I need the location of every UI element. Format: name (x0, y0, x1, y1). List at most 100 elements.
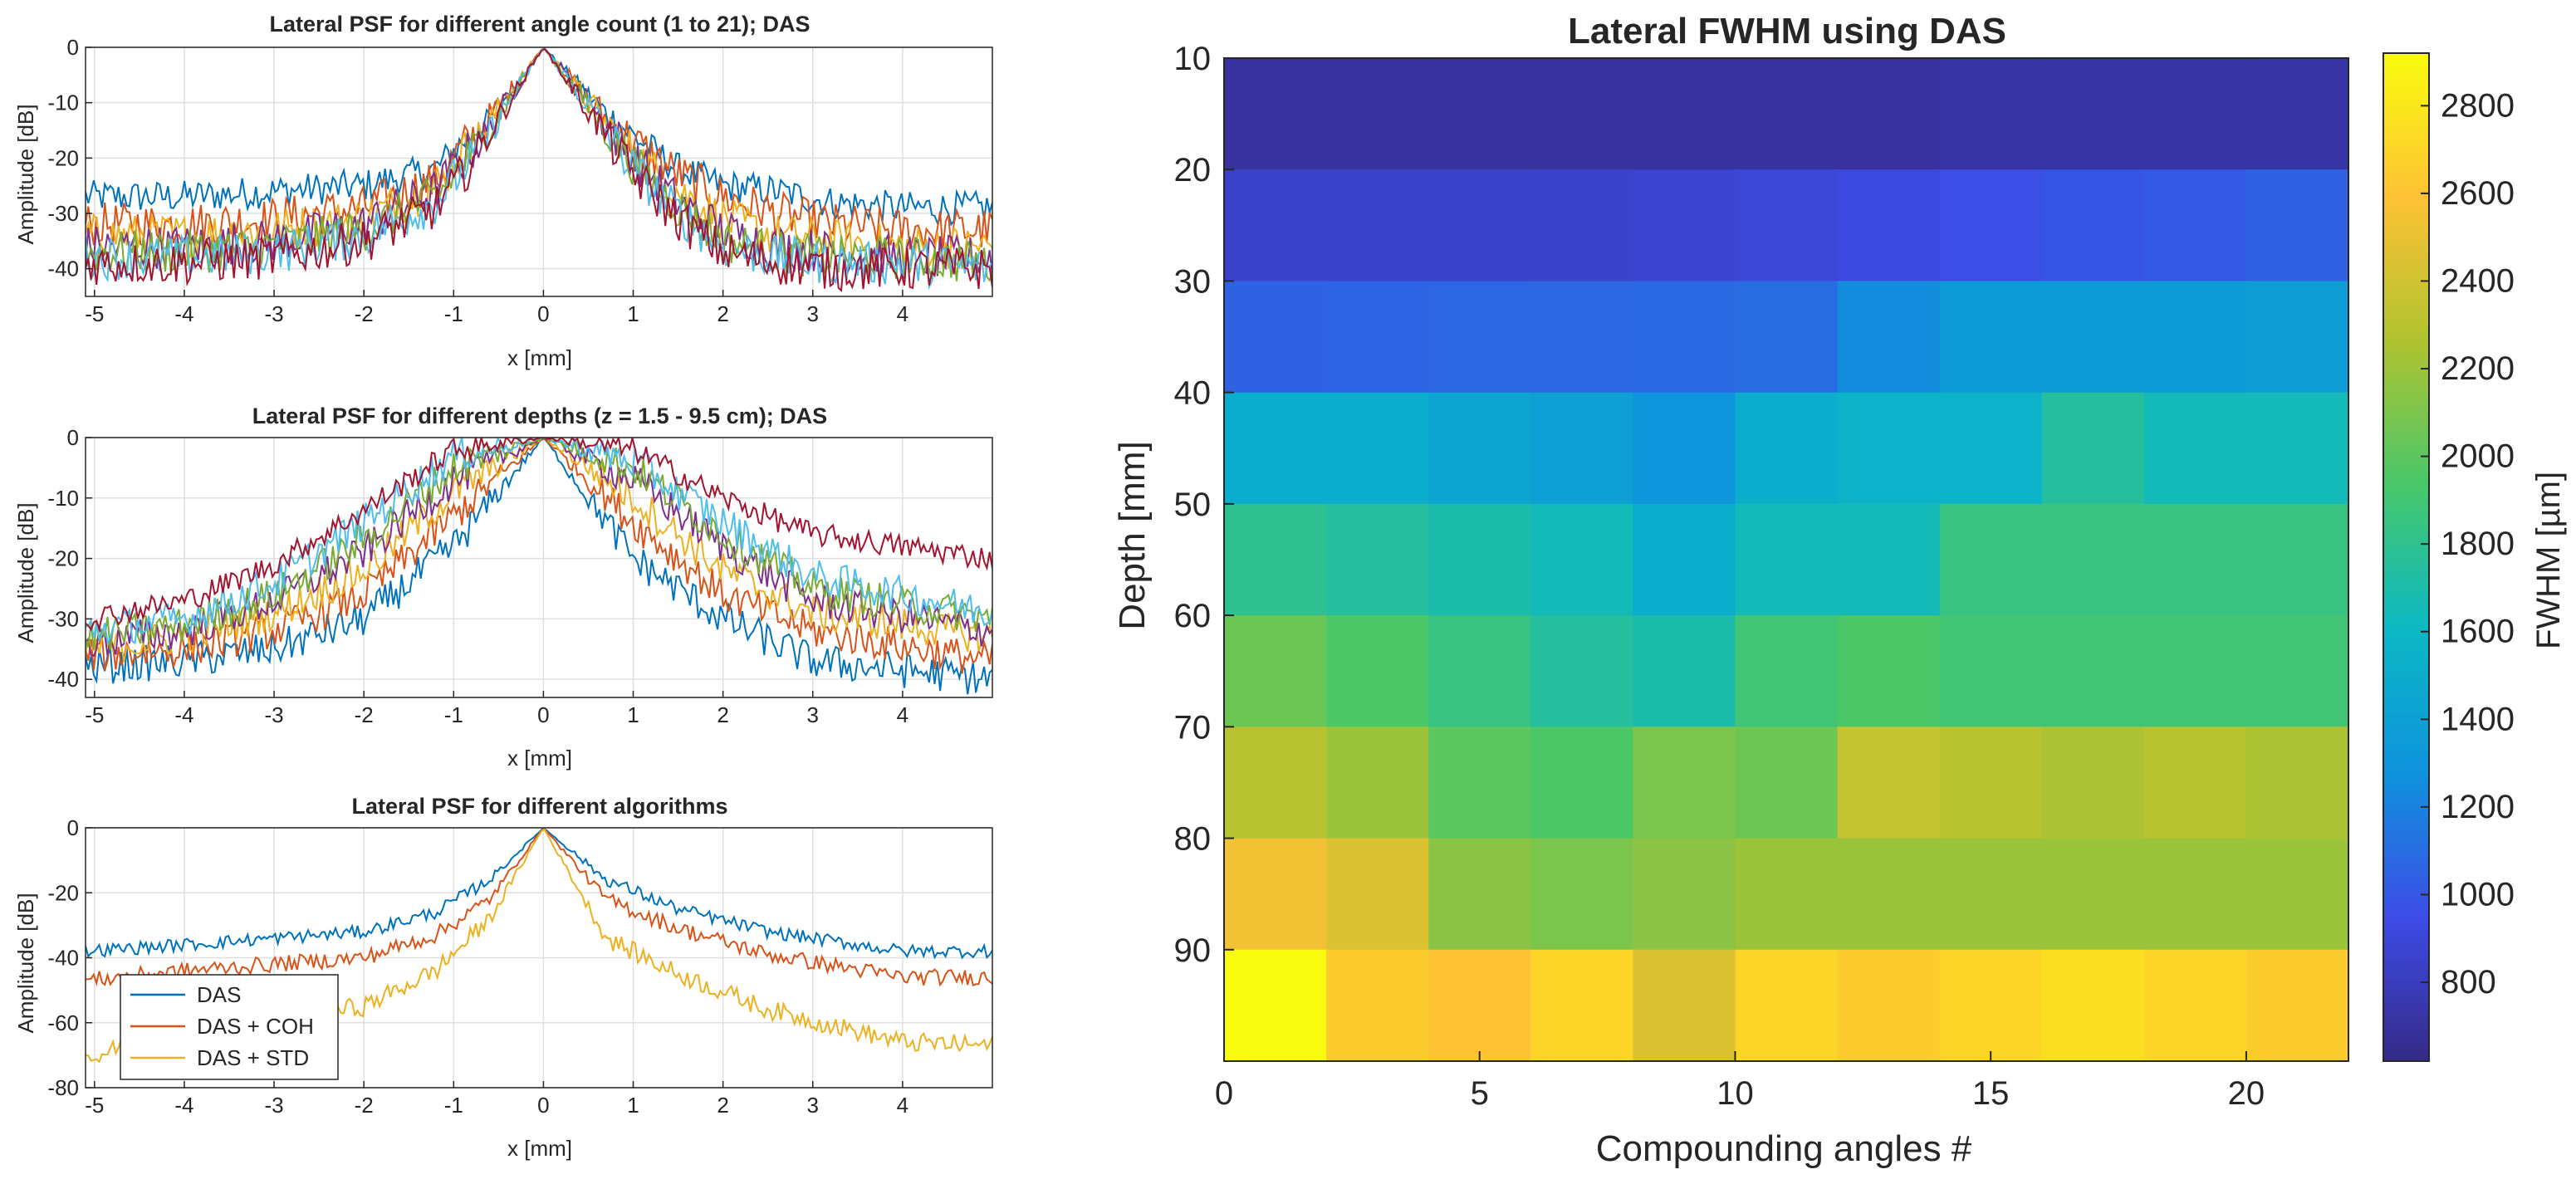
colorbar-tick-label: 2200 (2441, 350, 2515, 387)
colorbar-segment (2383, 574, 2429, 580)
colorbar-segment (2383, 704, 2429, 710)
colorbar-segment (2383, 523, 2429, 529)
colorbar-segment (2383, 754, 2429, 760)
colorbar-segment (2383, 115, 2429, 121)
colorbar-segment (2383, 741, 2429, 747)
heatmap-cell (2041, 58, 2145, 170)
y-tick-label: -20 (47, 880, 79, 905)
y-tick-label: 60 (1174, 598, 1212, 634)
colorbar-tick-label: 1800 (2441, 526, 2515, 562)
heatmap-cell (1530, 392, 1633, 505)
colorbar-segment (2383, 61, 2429, 67)
y-axis-label: Amplitude [dB] (13, 893, 38, 1033)
x-tick-label: 0 (537, 1093, 549, 1118)
y-tick-label: 30 (1174, 263, 1212, 300)
x-tick-label: 3 (807, 1093, 819, 1118)
colorbar-segment (2383, 254, 2429, 260)
heatmap-cell (1224, 281, 1327, 394)
colorbar-segment (2383, 393, 2429, 399)
colorbar-segment (2383, 864, 2429, 869)
x-tick-label: 1 (627, 301, 639, 326)
colorbar-segment (2383, 262, 2429, 268)
colorbar-segment (2383, 1006, 2429, 1012)
x-tick-label: 4 (897, 301, 908, 326)
colorbar-segment (2383, 137, 2429, 143)
heatmap-cell (2245, 949, 2349, 1062)
heatmap-cell (2041, 727, 2145, 839)
colorbar-segment (2383, 325, 2429, 331)
y-tick-label: -30 (47, 606, 79, 631)
y-tick-label: 40 (1174, 375, 1212, 412)
x-axis-label: x [mm] (507, 1136, 572, 1161)
colorbar-segment (2383, 931, 2429, 937)
colorbar-segment (2383, 498, 2429, 504)
colorbar-segment (2383, 158, 2429, 164)
heatmap-cell (2143, 503, 2247, 616)
colorbar-segment (2383, 237, 2429, 243)
colorbar-segment (2383, 552, 2429, 558)
heatmap-cell (1326, 392, 1429, 505)
y-tick-label: -20 (47, 145, 79, 170)
colorbar-segment (2383, 443, 2429, 449)
colorbar-segment (2383, 486, 2429, 492)
colorbar-segment (2383, 347, 2429, 353)
heatmap-cell (1837, 949, 1941, 1062)
x-tick-label: 4 (897, 1093, 908, 1118)
colorbar-segment (2383, 82, 2429, 88)
colorbar-segment (2383, 276, 2429, 281)
colorbar-segment (2383, 829, 2429, 835)
colorbar-segment (2383, 267, 2429, 273)
heatmap-cell (1837, 838, 1941, 951)
x-tick-label: -2 (355, 301, 374, 326)
heatmap-cell (2245, 503, 2349, 616)
colorbar-segment (2383, 645, 2429, 651)
heatmap-cell (1735, 392, 1839, 505)
x-tick-label: 3 (807, 301, 819, 326)
axes: -5 -4 -3 -2 -1 0 1 2 3 4 0 -20 -40 -60 -80 DAS DAS + COH… (47, 815, 993, 1118)
colorbar-segment (2383, 213, 2429, 218)
colorbar-segment (2383, 405, 2429, 411)
y-axis-label: Amplitude [dB] (13, 104, 38, 244)
colorbar-segment (2383, 540, 2429, 546)
colorbar-segment (2383, 653, 2429, 659)
colorbar-segment (2383, 762, 2429, 768)
colorbar-segment (2383, 435, 2429, 441)
colorbar-segment (2383, 624, 2429, 629)
colorbar-segment (2383, 570, 2429, 575)
colorbar-segment (2383, 145, 2429, 151)
colorbar-tick-label: 800 (2441, 964, 2496, 1001)
colorbar-segment (2383, 409, 2429, 416)
psf-depths-chart: Lateral PSF for different depths (z = 1.… (13, 404, 993, 771)
colorbar-segment (2383, 805, 2429, 810)
x-axis-label: Compounding angles # (1596, 1128, 1972, 1169)
colorbar-segment (2383, 389, 2429, 394)
heatmap-cell (1735, 615, 1839, 727)
colorbar-segment (2383, 208, 2429, 214)
x-tick-label: -5 (85, 1093, 104, 1118)
colorbar-segment (2383, 66, 2429, 71)
colorbar-segment (2383, 1031, 2429, 1037)
colorbar-segment (2383, 200, 2429, 206)
colorbar-segment (2383, 225, 2429, 231)
colorbar-segment (2383, 842, 2429, 849)
colorbar-segment (2383, 658, 2429, 663)
heatmap-cell (1428, 615, 1531, 727)
x-tick-label: 2 (717, 1093, 728, 1118)
colorbar-segment (2383, 721, 2429, 727)
y-tick-label: -40 (47, 257, 79, 281)
heatmap-cell (1428, 949, 1531, 1062)
heatmap-cell (1633, 392, 1736, 505)
y-tick-label: 0 (67, 35, 79, 60)
x-axis-label: x [mm] (507, 345, 572, 370)
heatmap-cell (1735, 58, 1839, 170)
heatmap-cell (1530, 281, 1633, 394)
heatmap-cell (2245, 392, 2349, 505)
colorbar-segment (2383, 548, 2429, 554)
colorbar-segment (2383, 876, 2429, 882)
colorbar-segment (2383, 494, 2429, 500)
colorbar-segment (2383, 939, 2429, 945)
colorbar-segment (2383, 170, 2429, 176)
colorbar-segment (2383, 771, 2429, 777)
colorbar-segment (2383, 439, 2429, 445)
